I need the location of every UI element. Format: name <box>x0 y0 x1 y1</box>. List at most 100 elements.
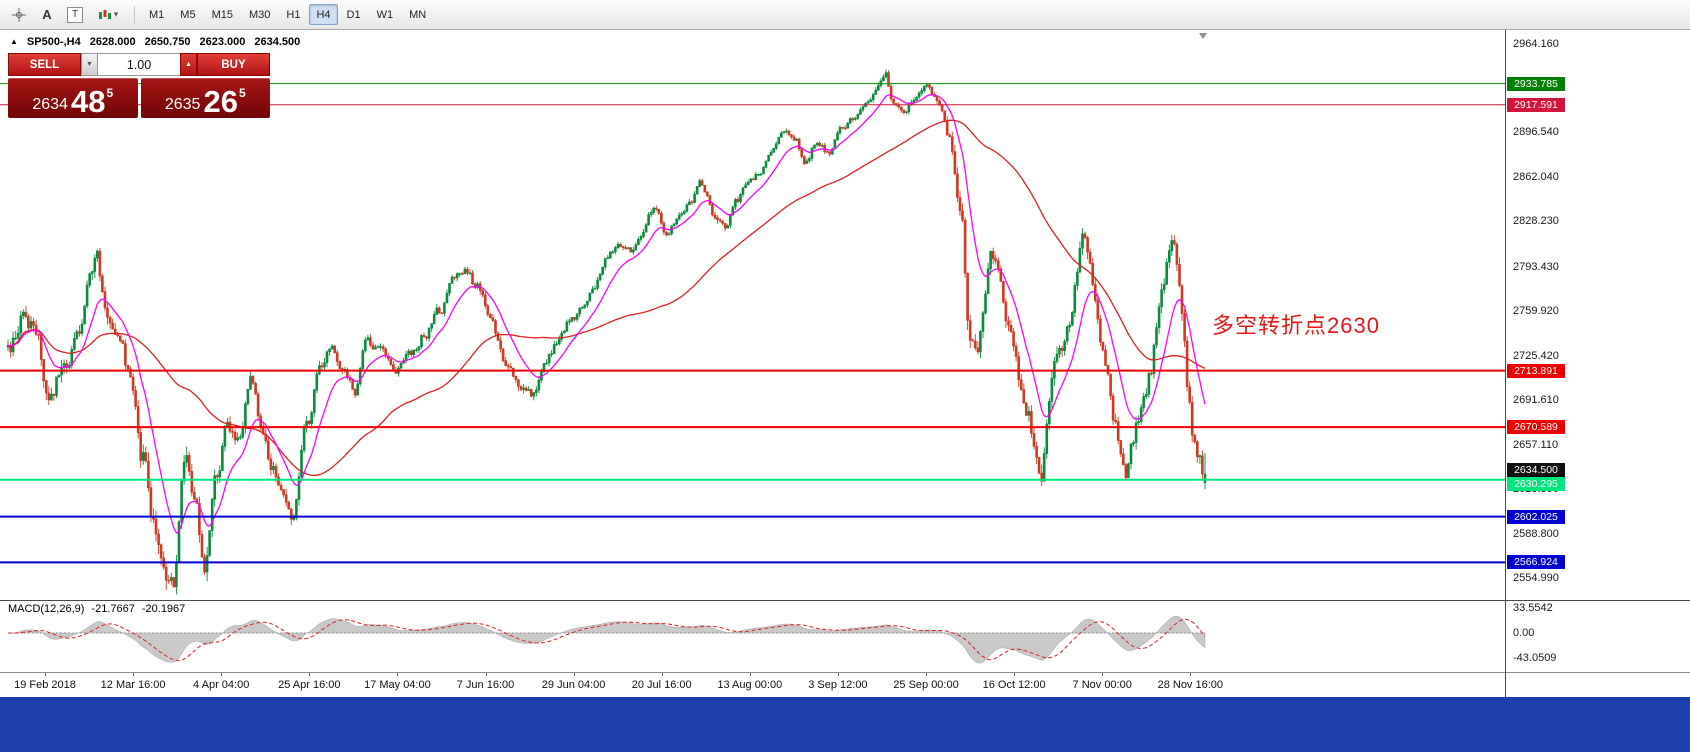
price-axis-label: 2759.920 <box>1513 304 1559 317</box>
sell-price-display[interactable]: 2634 48 5 <box>8 78 138 118</box>
date-axis-tick <box>45 673 46 676</box>
down-arrow-icon: ▼ <box>86 61 93 68</box>
buy-price-pip: 5 <box>238 86 246 100</box>
price-axis-label: 2793.430 <box>1513 260 1559 273</box>
timeframe-button-MN[interactable]: MN <box>402 4 433 25</box>
dropdown-caret-icon: ▾ <box>113 9 119 19</box>
price-axis-label: 2657.110 <box>1513 438 1559 451</box>
timeframe-button-M1[interactable]: M1 <box>142 4 171 25</box>
price-level-badge: 2713.891 <box>1507 363 1565 378</box>
macd-axis-label: 33.5542 <box>1513 602 1553 614</box>
price-level-badge: 2566.924 <box>1507 555 1565 570</box>
volume-decrease-button[interactable]: ▼ <box>81 53 98 76</box>
date-axis-label: 25 Sep 00:00 <box>893 679 959 691</box>
price-axis-label: 2691.610 <box>1513 393 1559 406</box>
date-axis-label: 20 Jul 16:00 <box>631 679 692 691</box>
macd-axis[interactable]: 33.5542 0.00 -43.0509 <box>1506 601 1690 672</box>
price-axis-label: 2862.040 <box>1513 171 1559 184</box>
sell-button[interactable]: SELL <box>8 53 81 76</box>
buy-price-display[interactable]: 2635 26 5 <box>140 78 270 119</box>
crosshair-tool-button[interactable] <box>6 4 32 26</box>
timeframe-button-M30[interactable]: M30 <box>242 4 277 25</box>
date-axis-label: 7 Nov 00:00 <box>1072 679 1132 691</box>
price-level-badge: 2917.591 <box>1507 97 1565 112</box>
volume-input[interactable] <box>98 53 180 76</box>
timeframe-button-M5[interactable]: M5 <box>173 4 202 25</box>
date-axis-label: 12 Mar 16:00 <box>100 679 166 691</box>
date-axis-label: 16 Oct 12:00 <box>982 679 1046 691</box>
macd-name: MACD(12,26,9) <box>8 603 85 615</box>
volume-increase-button[interactable]: ▲ <box>180 53 197 76</box>
indicators-button[interactable]: ▾ <box>90 4 126 26</box>
macd-indicator-surface[interactable] <box>0 601 1506 672</box>
date-axis[interactable]: 19 Feb 2018 12 Mar 16:00 4 Apr 04:00 25 Apr… <box>0 673 1506 696</box>
price-level-badge: 2630.295 <box>1507 476 1565 491</box>
price-axis[interactable]: 2964.160 2896.540 2862.040 2828.230 2793.430… <box>1506 30 1690 600</box>
toolbar-separator <box>134 5 135 24</box>
date-axis-tick <box>573 673 575 676</box>
price-axis-label: 2725.420 <box>1513 349 1559 362</box>
toolbar: A T ▾ M1 M5 M15 M30 H1 H4 D1 W1 MN <box>0 0 1690 30</box>
price-level-badge: 2933.785 <box>1507 76 1565 91</box>
price-axis-label: 2828.230 <box>1513 215 1559 228</box>
macd-axis-label: 0.00 <box>1513 627 1535 639</box>
timeframe-button-H4[interactable]: H4 <box>309 4 338 25</box>
up-arrow-icon: ▲ <box>185 61 192 68</box>
sell-price-pip: 5 <box>106 86 114 100</box>
ohlc-open: 2628.000 <box>89 36 136 48</box>
macd-date-separator <box>0 672 1690 673</box>
buy-price-main: 2635 <box>164 96 201 114</box>
date-axis-tick <box>221 673 223 676</box>
date-axis-label: 28 Nov 16:00 <box>1157 679 1224 691</box>
macd-signal-value: -20.1967 <box>141 603 186 615</box>
price-level-badge: 2670.589 <box>1507 420 1565 435</box>
date-axis-label: 13 Aug 00:00 <box>717 679 783 691</box>
one-click-trading-panel: SELL ▼ ▲ BUY 2634 48 5 2635 26 5 <box>8 53 270 118</box>
macd-axis-label: -43.0509 <box>1513 652 1557 664</box>
crosshair-icon <box>12 7 26 22</box>
chart-annotation-text: 多空转折点2630 <box>1212 313 1380 338</box>
timeframe-button-H1[interactable]: H1 <box>279 4 307 25</box>
price-chart-surface[interactable] <box>0 30 1506 600</box>
ohlc-close: 2634.500 <box>254 36 301 48</box>
text-tool-button[interactable]: A <box>34 4 60 26</box>
date-axis-tick <box>133 673 135 676</box>
price-level-badge: 2634.500 <box>1507 463 1565 478</box>
symbol-up-arrow-icon: ▲ <box>10 37 18 46</box>
ohlc-high: 2650.750 <box>144 36 191 48</box>
macd-main-value: -21.7667 <box>91 603 135 615</box>
chart-macd-separator[interactable] <box>0 600 1690 601</box>
ohlc-low: 2623.000 <box>199 36 246 48</box>
timeframe-button-M15[interactable]: M15 <box>205 4 240 25</box>
label-tool-icon: T <box>67 6 83 23</box>
buy-button[interactable]: BUY <box>197 53 270 76</box>
macd-indicator-label: MACD(12,26,9) -21.7667 -20.1967 <box>8 603 185 615</box>
price-axis-label: 2896.540 <box>1513 126 1559 139</box>
date-axis-label: 7 Jun 16:00 <box>456 679 515 691</box>
price-axis-label: 2588.800 <box>1513 527 1559 540</box>
timeframe-button-D1[interactable]: D1 <box>340 4 368 25</box>
date-axis-label: 19 Feb 2018 <box>14 679 76 691</box>
price-axis-label: 2964.160 <box>1513 38 1559 50</box>
label-tool-button[interactable]: T <box>62 4 88 26</box>
timeframe-toolbar: M1 M5 M15 M30 H1 H4 D1 W1 MN <box>141 4 434 25</box>
date-axis-tick <box>926 673 927 676</box>
date-axis-tick <box>749 673 751 676</box>
text-tool-icon: A <box>42 7 52 22</box>
timeframe-button-W1[interactable]: W1 <box>370 4 401 25</box>
date-axis-tick <box>1102 673 1104 676</box>
date-axis-label: 17 May 04:00 <box>364 679 431 691</box>
date-axis-label: 3 Sep 12:00 <box>808 679 868 691</box>
buy-price-big-digits: 26 <box>203 83 238 119</box>
indicators-icon <box>98 9 111 19</box>
date-axis-tick <box>397 673 399 676</box>
date-axis-tick <box>1014 673 1016 676</box>
chart-shift-marker-icon[interactable] <box>1199 33 1207 39</box>
date-axis-tick <box>309 673 311 676</box>
date-axis-label: 25 Apr 16:00 <box>278 679 341 691</box>
price-axis-label: 2554.990 <box>1513 572 1559 584</box>
bottom-strip <box>0 697 1690 752</box>
price-level-badge: 2602.025 <box>1507 509 1565 524</box>
symbol-timeframe-title: SP500-,H4 <box>26 36 81 48</box>
